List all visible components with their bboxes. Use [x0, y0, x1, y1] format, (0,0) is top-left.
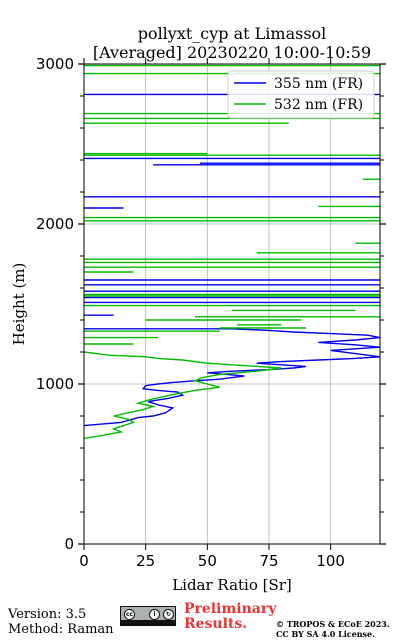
- x-tick-label: 25: [136, 552, 155, 570]
- license-strip: [121, 620, 175, 625]
- plot-data-area: [84, 64, 380, 440]
- cc-by-sa-license-icon: cc i ↻: [120, 606, 176, 626]
- legend-label-532: 532 nm (FR): [274, 97, 363, 113]
- copyright-line2: CC BY SA 4.0 License.: [276, 629, 375, 639]
- x-axis-label: Lidar Ratio [Sr]: [172, 576, 292, 594]
- plot-frame: [83, 63, 381, 545]
- y-tick-label: 0: [64, 535, 74, 553]
- version-text: Version: 3.5: [8, 607, 87, 622]
- y-tick-label: 1000: [36, 375, 74, 393]
- y-tick-label: 3000: [36, 55, 74, 73]
- sa-icon: ↻: [163, 609, 174, 620]
- cc-icon: cc: [124, 609, 135, 620]
- preliminary-line2: Results.: [184, 616, 248, 632]
- y-tick-label: 2000: [36, 215, 74, 233]
- legend-label-355: 355 nm (FR): [274, 76, 363, 92]
- x-tick-label: 0: [79, 552, 89, 570]
- series-0-profile-line: [84, 328, 380, 427]
- grid-lines: [84, 64, 380, 544]
- by-icon: i: [149, 609, 160, 620]
- method-text: Method: Raman: [8, 622, 114, 637]
- x-tick-label: 50: [198, 552, 217, 570]
- preliminary-line1: Preliminary: [184, 601, 277, 617]
- y-axis-label: Height (m): [10, 263, 28, 346]
- chart-title-line2: [Averaged] 20230220 10:00-10:59: [93, 43, 371, 62]
- preliminary-notice: Preliminary Results.: [184, 602, 276, 632]
- x-tick-label: 100: [316, 552, 345, 570]
- chart-title-line1: pollyxt_cyp at Limassol: [138, 24, 327, 43]
- x-tick-label: 75: [259, 552, 278, 570]
- legend: 355 nm (FR) 532 nm (FR): [227, 70, 375, 119]
- series-1-profile-line: [84, 351, 282, 440]
- copyright-line1: © TROPOS & ECoE 2023.: [276, 619, 390, 629]
- copyright-notice: © TROPOS & ECoE 2023. CC BY SA 4.0 Licen…: [276, 619, 390, 639]
